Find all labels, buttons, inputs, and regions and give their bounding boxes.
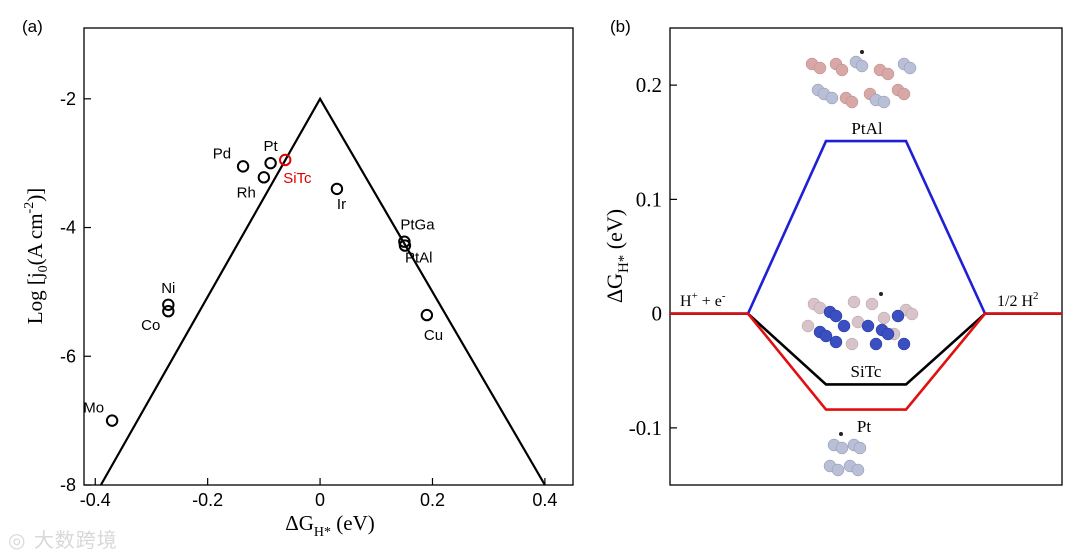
point-label-ptga: PtGa [400,217,435,234]
point-label-ni: Ni [161,280,175,297]
series-line-pt [670,312,1062,411]
watermark-icon: ◎ [8,528,34,552]
ptal-structure-image [805,50,917,109]
panel-b-label: (b) [610,17,631,36]
series-line-ptal [670,139,1062,315]
panel-a-ylabel: Log [j0(A cm-2)] [22,188,51,324]
b-y-tick-label: -0.1 [629,416,662,440]
x-tick-label: 0 [315,490,325,510]
y-tick-label: -6 [60,346,76,366]
x-tick-label: 0.4 [532,490,557,510]
panel-a-ticks: -0.4 -0.2 0 0.2 0.4 -8 -6 -4 -2 [60,89,557,510]
series-label-sitc: SiTc [851,362,882,381]
point-label-ptal: PtAl [405,250,433,267]
b-y-tick-label: 0.1 [636,187,662,211]
point-ir [330,182,344,196]
left-state-label: H+ + e- [680,290,726,310]
panel-b-ylabel: ΔGH* (eV) [602,209,632,303]
panel-a-frame [83,27,574,486]
y-tick-label: -8 [60,475,76,495]
x-tick-label: -0.2 [192,490,223,510]
point-rh [257,171,271,184]
point-label-cu: Cu [424,327,443,344]
point-label-ir: Ir [337,196,346,213]
panel-b-frame [669,27,1063,486]
point-label-pd: Pd [213,145,231,162]
b-y-tick-label: 0 [652,302,663,326]
point-label-co: Co [141,317,160,334]
panel-b-series [670,139,1062,411]
x-tick-label: -0.4 [80,490,111,510]
panel-a-label: (a) [22,17,43,36]
series-label-ptal: PtAl [851,119,882,138]
panel-a-xlabel: ΔGH* (eV) [285,511,375,540]
sitc-structure-image [801,292,919,351]
right-state-label: 1/2 H2 [997,290,1039,310]
point-ptal [398,239,412,252]
point-pt [264,156,277,170]
point-co [162,305,175,318]
pt-structure-image [823,432,867,477]
point-label-pt: Pt [264,138,279,155]
y-tick-label: -4 [60,218,76,238]
point-pd [236,160,250,173]
point-ni [162,298,175,311]
point-sitc [279,153,292,167]
panel-b-ticks: -0.1 0 0.1 0.2 ΔGH* (eV) [602,73,677,440]
watermark: ◎ 大数跨境 [8,528,118,552]
x-tick-label: 0.2 [420,490,445,510]
series-label-pt: Pt [857,417,871,436]
y-tick-label: -2 [60,89,76,109]
point-label-sitc: SiTc [283,170,312,187]
b-y-tick-label: 0.2 [636,73,662,97]
point-label-rh: Rh [237,184,256,201]
point-cu [420,308,434,322]
point-label-mo: Mo [83,400,104,417]
point-mo [105,414,119,427]
volcano-line [99,96,546,486]
